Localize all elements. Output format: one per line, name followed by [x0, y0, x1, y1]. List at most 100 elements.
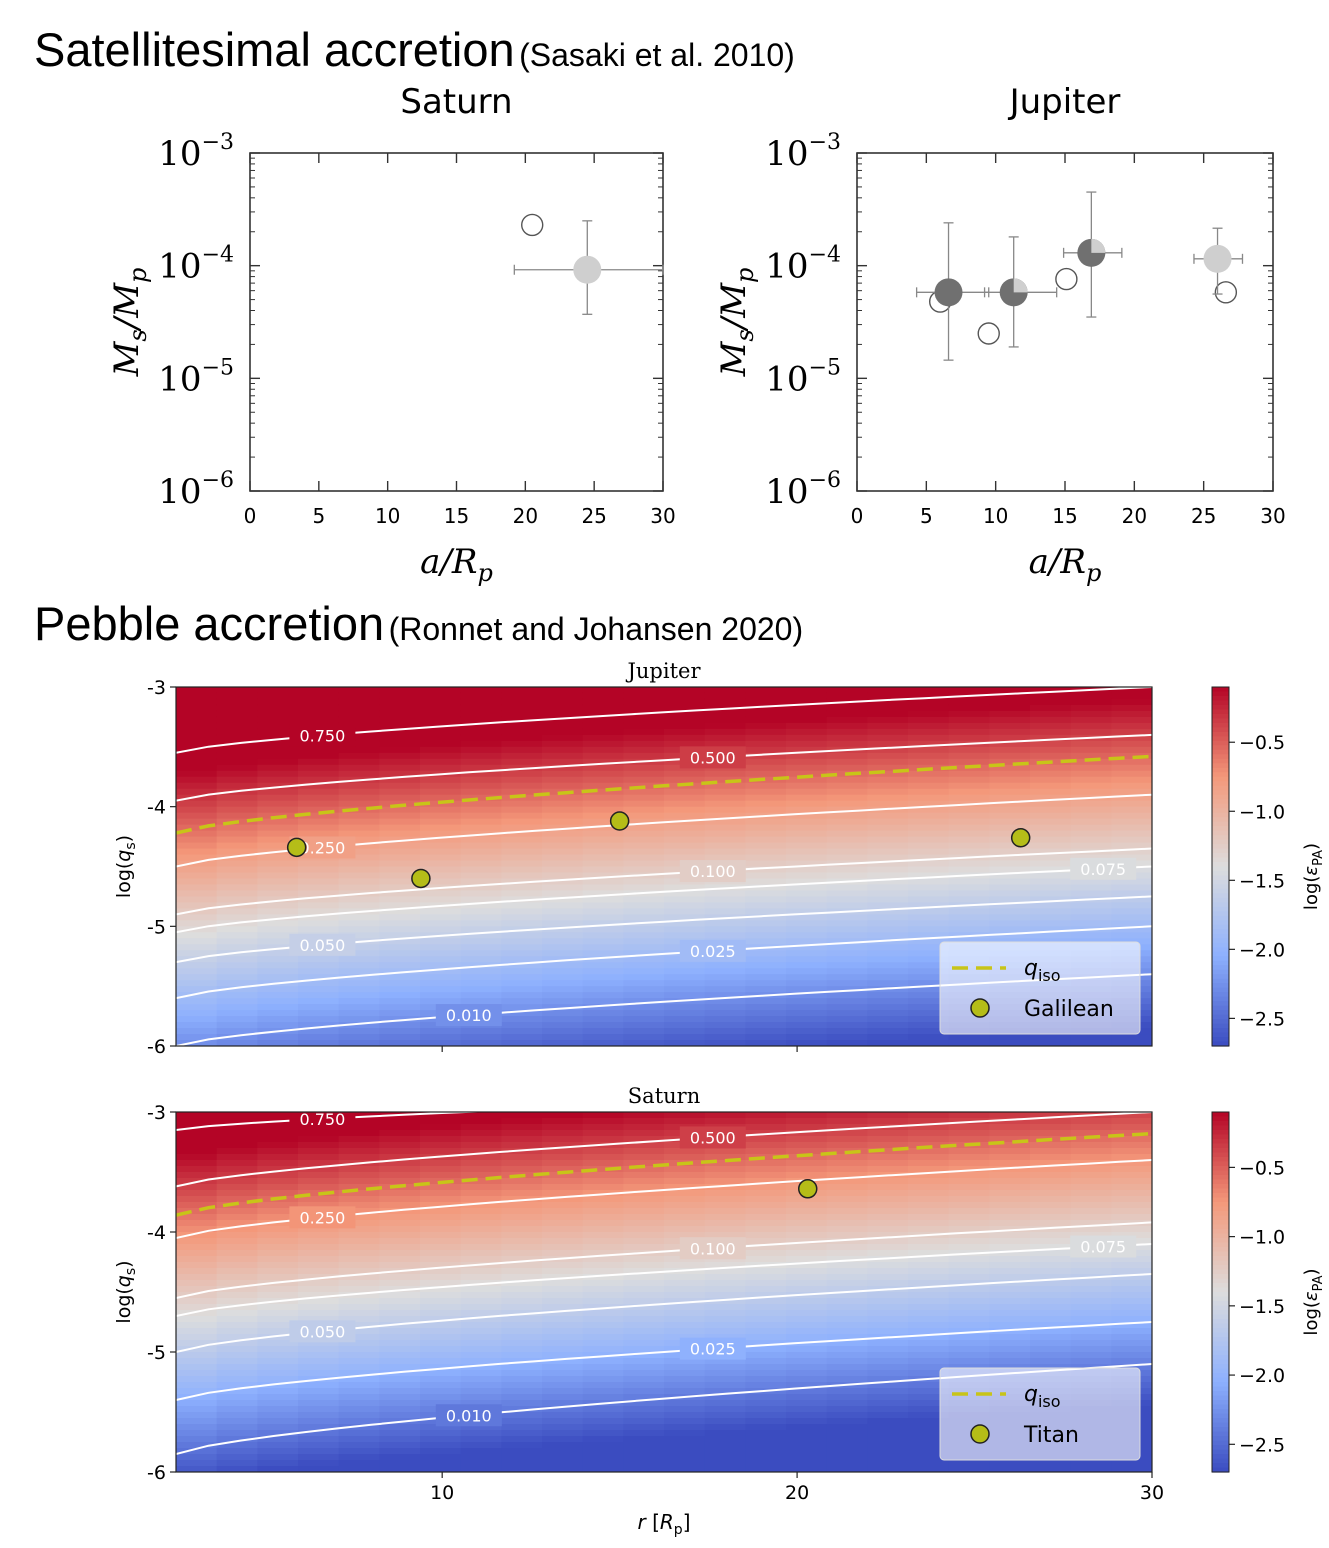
field-cell: [989, 926, 1031, 934]
field-cell: [501, 1016, 543, 1023]
field-cell: [623, 1154, 665, 1161]
field-cell: [948, 896, 991, 904]
field-cell: [908, 1028, 950, 1035]
field-cell: [745, 1148, 787, 1155]
field-cell: [379, 1352, 421, 1359]
field-cell: [216, 1436, 259, 1443]
colorbar-cell: [1212, 902, 1229, 908]
field-cell: [745, 1442, 787, 1449]
field-cell: [908, 1466, 950, 1472]
field-cell: [623, 818, 665, 826]
colorbar-cell: [1212, 857, 1229, 863]
field-cell: [338, 866, 381, 874]
field-cell: [704, 1412, 747, 1419]
field-cell: [216, 1148, 259, 1155]
field-cell: [948, 1244, 991, 1251]
field-cell: [745, 722, 787, 730]
field-cell: [664, 1280, 706, 1287]
field-cell: [298, 1382, 340, 1389]
field-cell: [379, 1466, 421, 1472]
field-cell: [786, 1022, 828, 1029]
field-cell: [664, 896, 706, 904]
field-cell: [1111, 818, 1152, 826]
field-cell: [379, 1028, 421, 1035]
field-cell: [379, 914, 421, 922]
field-cell: [704, 932, 747, 940]
field-cell: [948, 1040, 991, 1046]
field-cell: [704, 722, 747, 730]
field-cell: [298, 764, 340, 772]
field-cell: [501, 1346, 543, 1353]
field-cell: [704, 1388, 747, 1395]
colorbar-cell: [1212, 956, 1229, 962]
field-cell: [1070, 1154, 1113, 1161]
field-cell: [623, 1388, 665, 1395]
field-cell: [664, 1184, 706, 1191]
field-cell: [786, 1016, 828, 1023]
field-cell: [623, 1256, 665, 1263]
field-cell: [176, 896, 218, 904]
field-cell: [582, 1226, 625, 1233]
field-cell: [501, 1118, 543, 1125]
field-cell: [176, 1250, 218, 1257]
field-cell: [664, 890, 706, 898]
field-cell: [948, 704, 991, 712]
field-cell: [704, 896, 747, 904]
field-cell: [1111, 746, 1152, 754]
field-cell: [908, 1346, 950, 1353]
field-cell: [704, 1394, 747, 1401]
field-cell: [420, 1316, 462, 1323]
field-cell: [826, 836, 869, 844]
field-cell: [704, 1196, 747, 1203]
sasaki-saturn-xtick-label: 15: [444, 504, 469, 528]
field-cell: [338, 1112, 381, 1119]
field-cell: [867, 1460, 909, 1467]
field-cell: [460, 1112, 503, 1119]
field-cell: [623, 1124, 665, 1131]
field-cell: [216, 1370, 259, 1377]
field-cell: [176, 1406, 218, 1413]
pebble-jupiter-ylabel-sub: s: [123, 842, 139, 849]
field-cell: [1070, 1268, 1113, 1275]
field-cell: [948, 710, 991, 718]
field-cell: [1030, 1238, 1072, 1245]
field-cell: [420, 998, 462, 1005]
field-cell: [542, 1316, 584, 1323]
field-cell: [216, 1346, 259, 1353]
field-cell: [460, 890, 503, 898]
field-cell: [338, 716, 381, 724]
field-cell: [420, 1454, 462, 1461]
field-cell: [867, 902, 909, 910]
field-cell: [664, 842, 706, 850]
field-cell: [908, 1328, 950, 1335]
colorbar-cell: [1212, 1148, 1229, 1154]
field-cell: [1030, 1160, 1072, 1167]
field-cell: [582, 1388, 625, 1395]
field-cell: [379, 752, 421, 760]
field-cell: [257, 1238, 299, 1245]
field-cell: [420, 1340, 462, 1347]
heading-pebble-cite: (Ronnet and Johansen 2020): [388, 611, 804, 647]
field-cell: [216, 1184, 259, 1191]
field-cell: [623, 806, 665, 814]
field-cell: [338, 968, 381, 975]
field-cell: [623, 1346, 665, 1353]
field-cell: [176, 1400, 218, 1407]
field-cell: [786, 812, 828, 820]
field-cell: [338, 1364, 381, 1371]
field-cell: [1030, 1166, 1072, 1173]
field-cell: [948, 1226, 991, 1233]
colorbar-cell: [1212, 1355, 1229, 1361]
field-cell: [216, 1340, 259, 1347]
field-cell: [908, 1352, 950, 1359]
field-cell: [1030, 920, 1072, 928]
field-cell: [1070, 1310, 1113, 1317]
field-cell: [623, 1310, 665, 1317]
field-cell: [460, 974, 503, 981]
field-cell: [867, 1016, 909, 1023]
field-cell: [867, 1382, 909, 1389]
field-cell: [704, 1220, 747, 1227]
field-cell: [420, 818, 462, 826]
field-cell: [176, 722, 218, 730]
